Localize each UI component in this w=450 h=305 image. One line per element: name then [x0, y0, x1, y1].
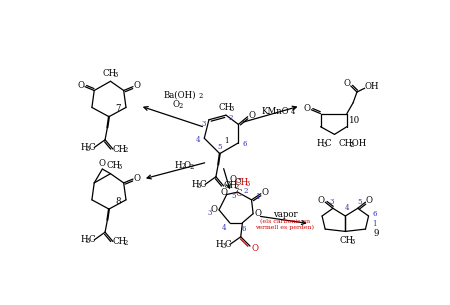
Text: O: O	[133, 174, 140, 183]
Text: 5: 5	[231, 192, 236, 200]
Text: O: O	[98, 159, 105, 168]
Text: O: O	[184, 161, 191, 170]
Text: 6: 6	[373, 210, 377, 218]
Text: H: H	[81, 143, 88, 152]
Text: O: O	[77, 81, 85, 90]
Text: 2: 2	[198, 92, 202, 100]
Text: O: O	[366, 196, 373, 205]
Text: 3: 3	[236, 177, 240, 185]
Text: 1: 1	[373, 220, 377, 228]
Text: O: O	[133, 81, 140, 90]
Text: 3: 3	[230, 105, 234, 113]
Text: 5: 5	[357, 198, 361, 206]
Text: 4: 4	[221, 224, 226, 231]
Text: CH: CH	[340, 236, 354, 245]
Text: O: O	[254, 209, 261, 218]
Text: (els carbonis en: (els carbonis en	[260, 219, 310, 224]
Text: 3: 3	[86, 145, 90, 152]
Text: CH: CH	[113, 145, 127, 153]
Text: 2: 2	[124, 146, 128, 154]
Text: 2: 2	[243, 187, 248, 195]
Text: CH: CH	[234, 178, 248, 187]
Text: 3: 3	[118, 163, 122, 171]
Text: O: O	[304, 105, 311, 113]
Text: 2: 2	[235, 183, 239, 191]
Text: 6: 6	[242, 225, 246, 233]
Text: KMnO: KMnO	[262, 107, 289, 116]
Text: 3: 3	[86, 237, 90, 245]
Text: CH: CH	[218, 103, 232, 112]
Text: 3: 3	[207, 209, 212, 217]
Text: O: O	[220, 188, 227, 197]
Text: 4: 4	[290, 109, 295, 117]
Text: 3: 3	[197, 181, 201, 190]
Text: 2: 2	[181, 162, 185, 170]
Text: 2: 2	[179, 102, 183, 109]
Text: C: C	[325, 139, 332, 148]
Text: 1: 1	[224, 137, 228, 145]
Text: 3: 3	[246, 180, 250, 188]
Text: vermell es perden): vermell es perden)	[256, 225, 315, 230]
Text: 3: 3	[322, 141, 327, 149]
Text: 3: 3	[221, 242, 226, 250]
Text: 9: 9	[374, 229, 379, 238]
Text: CH: CH	[338, 139, 352, 148]
Text: 4: 4	[196, 136, 200, 144]
Text: 6: 6	[243, 140, 247, 149]
Text: O: O	[318, 196, 325, 205]
Text: O: O	[261, 188, 268, 197]
Text: O: O	[173, 100, 180, 109]
Text: CH: CH	[107, 161, 121, 170]
Text: C: C	[224, 240, 231, 249]
Text: CH: CH	[103, 69, 117, 78]
Text: 2: 2	[190, 163, 194, 171]
Text: C: C	[235, 189, 242, 198]
Text: H: H	[191, 180, 199, 189]
Text: 2: 2	[349, 141, 354, 149]
Text: O: O	[230, 175, 236, 184]
Text: O: O	[343, 79, 351, 88]
Text: H: H	[216, 240, 224, 249]
Text: O: O	[211, 205, 218, 214]
Text: O: O	[251, 244, 258, 253]
Text: C: C	[89, 235, 95, 244]
Text: 8: 8	[116, 197, 121, 206]
Text: H: H	[81, 235, 88, 244]
Text: C: C	[199, 180, 206, 189]
Text: ·OH: ·OH	[349, 139, 366, 148]
Text: vapor: vapor	[273, 210, 297, 219]
Text: 10: 10	[349, 116, 360, 125]
Text: H: H	[317, 139, 324, 148]
Text: 7: 7	[116, 105, 121, 113]
Text: 2: 2	[124, 239, 128, 246]
Text: C: C	[89, 143, 95, 152]
Text: 4: 4	[345, 204, 349, 212]
Text: 3: 3	[329, 198, 333, 206]
Text: O: O	[249, 111, 256, 120]
Text: CH: CH	[224, 181, 238, 191]
Text: 3: 3	[114, 71, 118, 79]
Text: 5: 5	[217, 143, 222, 152]
Text: H: H	[175, 161, 182, 170]
Text: 2: 2	[228, 114, 233, 122]
Text: Ba(OH): Ba(OH)	[164, 91, 197, 100]
Text: OH: OH	[364, 82, 379, 91]
Text: CH: CH	[113, 237, 127, 246]
Text: 3: 3	[201, 120, 206, 127]
Text: 3: 3	[351, 238, 355, 246]
Text: 1: 1	[256, 193, 260, 201]
